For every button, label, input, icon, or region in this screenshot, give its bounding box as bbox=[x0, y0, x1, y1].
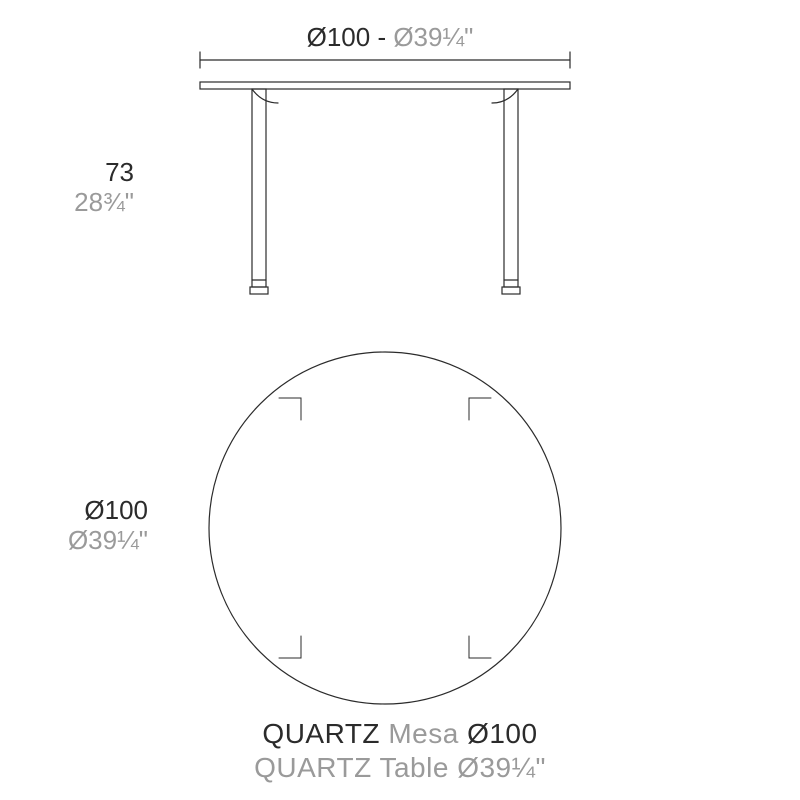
elevation-view bbox=[200, 82, 570, 294]
title2-prefix: QUARTZ bbox=[254, 752, 379, 783]
width-imperial: Ø39¼" bbox=[393, 22, 473, 52]
title1-suffix: Ø100 bbox=[467, 718, 538, 749]
product-title-metric: QUARTZ Mesa Ø100 bbox=[0, 718, 800, 750]
width-metric: Ø100 bbox=[307, 22, 371, 52]
title2-suffix: Ø39¼" bbox=[457, 752, 546, 783]
title1-prefix: QUARTZ bbox=[262, 718, 388, 749]
diameter-dimension-label: Ø100 Ø39¼" bbox=[38, 496, 148, 556]
diameter-imperial: Ø39¼" bbox=[38, 526, 148, 556]
plan-view bbox=[209, 352, 561, 704]
diameter-metric: Ø100 bbox=[38, 496, 148, 526]
title2-mid: Table bbox=[379, 752, 457, 783]
height-dimension-label: 73 28¾" bbox=[38, 158, 134, 218]
technical-drawing bbox=[0, 0, 800, 800]
title1-mid: Mesa bbox=[388, 718, 467, 749]
product-title-imperial: QUARTZ Table Ø39¼" bbox=[0, 752, 800, 784]
top-dimension-bar bbox=[200, 52, 570, 68]
drawing-svg bbox=[0, 0, 800, 800]
width-dimension-label: Ø100 - Ø39¼" bbox=[250, 22, 530, 53]
height-metric: 73 bbox=[38, 158, 134, 188]
height-imperial: 28¾" bbox=[38, 188, 134, 218]
